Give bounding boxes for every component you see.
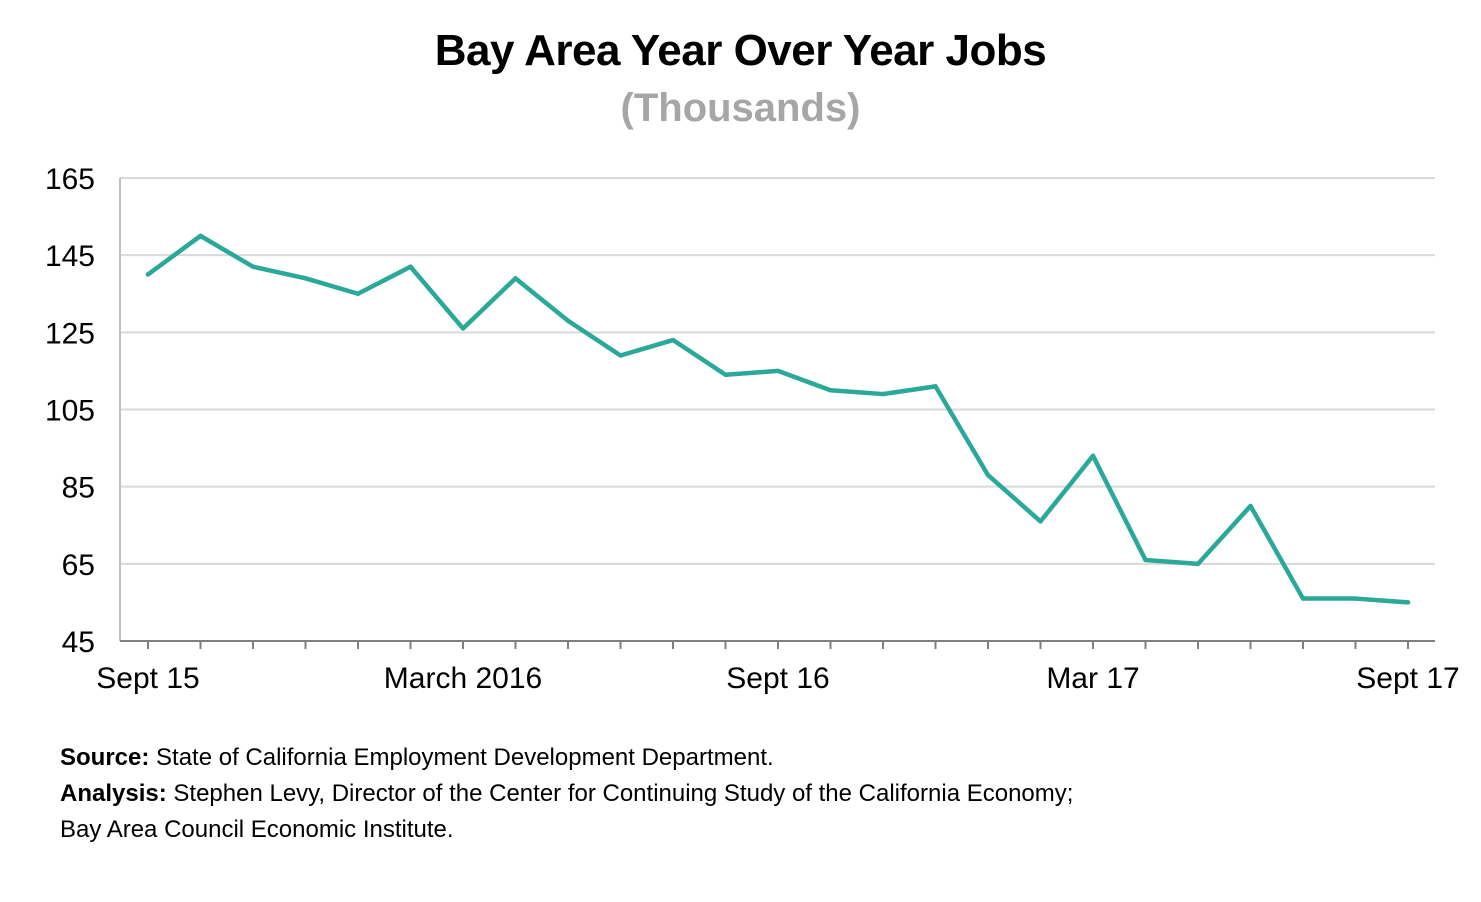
data-point xyxy=(145,272,151,277)
data-point xyxy=(303,276,308,281)
y-tick-label: 45 xyxy=(62,626,95,659)
y-tick-label: 125 xyxy=(45,317,95,350)
data-point xyxy=(250,264,256,269)
data-point xyxy=(1195,561,1201,567)
data-point xyxy=(1405,600,1411,605)
analysis-label: Analysis: xyxy=(60,780,167,807)
data-point xyxy=(460,326,466,331)
data-point xyxy=(565,318,571,323)
data-point xyxy=(198,233,203,239)
y-tick-label: 85 xyxy=(62,472,95,505)
data-point xyxy=(513,276,518,281)
y-tick-label: 145 xyxy=(45,240,95,273)
data-point xyxy=(1248,503,1253,509)
chart-notes: Source: State of California Employment D… xyxy=(60,740,1073,848)
x-tick-label: Sept 15 xyxy=(96,662,199,695)
analysis-note-line2: Bay Area Council Economic Institute. xyxy=(60,816,454,843)
x-tick-label: Mar 17 xyxy=(1046,662,1139,695)
data-point xyxy=(933,384,938,389)
data-point xyxy=(1090,453,1096,458)
source-text: State of California Employment Developme… xyxy=(156,744,774,771)
data-point xyxy=(1353,596,1358,601)
source-note: Source: State of California Employment D… xyxy=(60,740,1073,776)
data-point xyxy=(985,472,991,478)
analysis-note: Analysis: Stephen Levy, Director of the … xyxy=(60,776,1073,812)
chart-title: Bay Area Year Over Year Jobs xyxy=(434,26,1047,75)
y-tick-label: 165 xyxy=(45,163,95,196)
data-point xyxy=(1143,557,1148,563)
data-point xyxy=(1038,519,1043,524)
source-label: Source: xyxy=(60,744,150,771)
series-line xyxy=(145,233,1411,605)
y-tick-label: 105 xyxy=(45,395,95,428)
data-point xyxy=(723,372,728,377)
x-tick-label: Sept 17 xyxy=(1356,662,1459,695)
analysis-text: Stephen Levy, Director of the Center for… xyxy=(173,780,1074,807)
data-point xyxy=(828,388,833,393)
data-point xyxy=(355,291,361,296)
data-point xyxy=(408,264,413,269)
x-tick-label: Sept 16 xyxy=(726,662,829,695)
data-point xyxy=(670,337,676,343)
data-point xyxy=(618,353,623,358)
chart-subtitle: (Thousands) xyxy=(620,86,861,130)
data-point xyxy=(1300,596,1306,601)
data-point xyxy=(880,391,886,397)
y-tick-label: 65 xyxy=(62,549,95,582)
x-tick-label: March 2016 xyxy=(384,662,542,695)
data-point xyxy=(775,368,781,374)
